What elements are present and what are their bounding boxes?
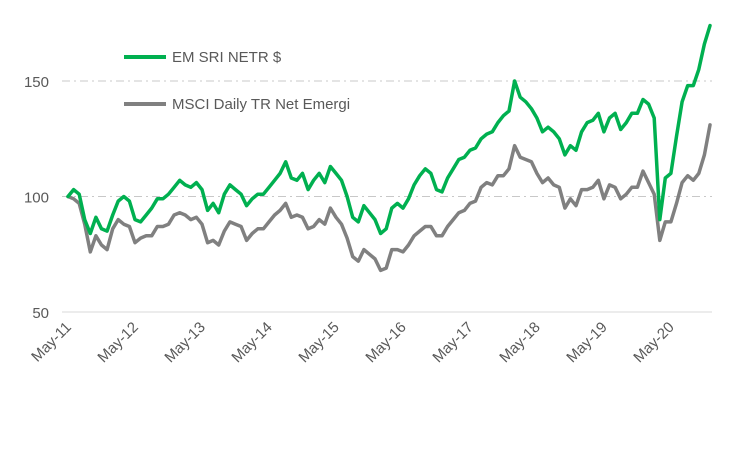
x-tick-label: May-12 [94,319,141,366]
legend-label-em-sri: EM SRI NETR $ [172,49,282,66]
x-tick-label: May-14 [228,319,275,366]
y-tick-label: 50 [32,305,49,322]
x-tick-label: May-16 [362,319,409,366]
legend-label-msci: MSCI Daily TR Net Emergi [172,96,350,113]
x-tick-label: May-17 [429,319,476,366]
y-tick-label: 150 [24,74,49,91]
series-layer [66,23,712,273]
x-tick-label: May-13 [161,319,208,366]
x-tick-label: May-18 [496,319,543,366]
series-line-em-sri [66,23,712,236]
x-tick-labels: May-11 May-12 May-13 May-14 May-15 May-16 May-… [28,319,678,366]
gridlines [62,80,712,197]
x-tick-label: May-19 [563,319,610,366]
series-line-msci [66,123,712,273]
x-tick-label: May-11 [28,319,75,366]
y-tick-label: 100 [24,190,49,207]
x-tick-label: May-20 [630,319,677,366]
legend: EM SRI NETR $ MSCI Daily TR Net Emergi [124,49,350,113]
y-tick-labels: 50 100 150 [24,74,49,322]
x-tick-label: May-15 [295,319,342,366]
